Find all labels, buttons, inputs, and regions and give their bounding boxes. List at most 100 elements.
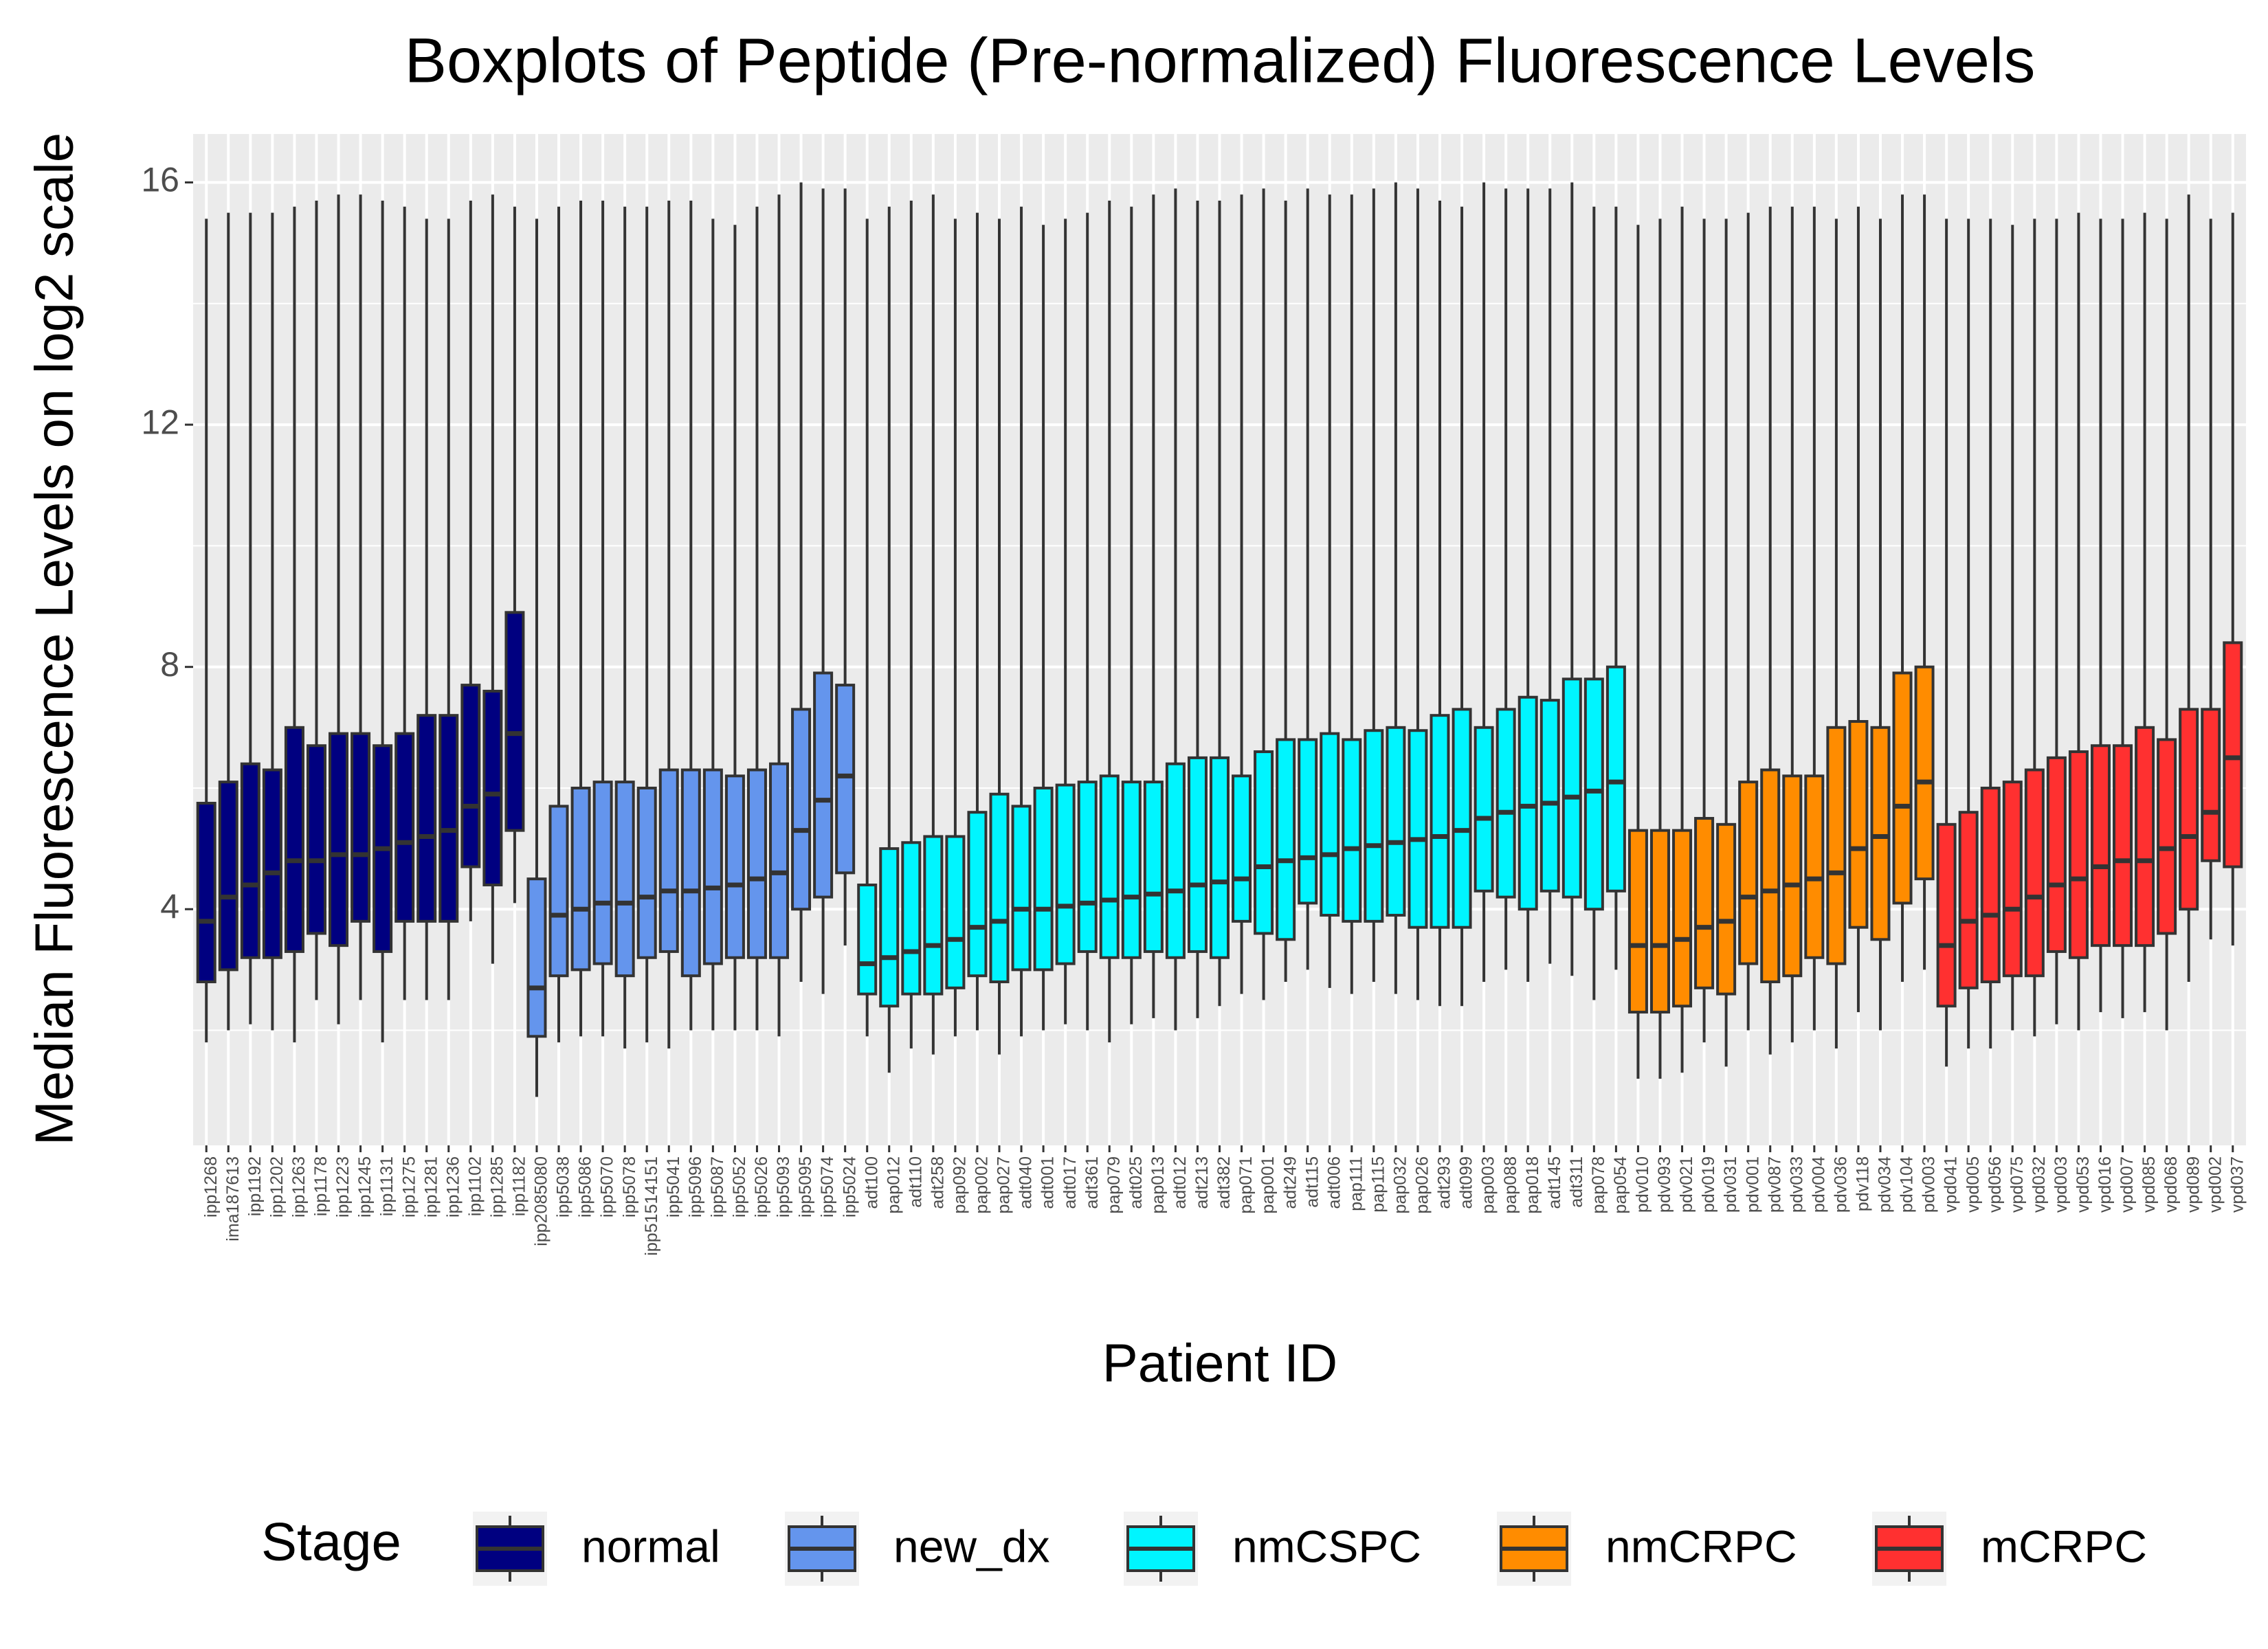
box-group [945, 218, 966, 1037]
box-group [746, 206, 767, 1031]
box [1517, 695, 1538, 911]
x-tick-label: vpd003 [2052, 1156, 2071, 1213]
x-tick-label: adt012 [1170, 1156, 1190, 1209]
box-group [504, 206, 525, 904]
box [2113, 744, 2133, 947]
x-tick-label: vpd005 [1964, 1156, 1983, 1213]
box [658, 768, 679, 953]
box-group [1936, 218, 1957, 1067]
box-group [592, 200, 613, 1037]
box-group [1539, 188, 1560, 964]
box-group [791, 182, 812, 983]
box [791, 708, 812, 911]
box [1649, 829, 1670, 1014]
box [1077, 781, 1098, 953]
x-tick-label: pap078 [1589, 1156, 1608, 1213]
legend-label: mCRPC [1981, 1521, 2147, 1571]
y-tick-label: 4 [160, 887, 179, 926]
box-group [1364, 188, 1384, 983]
box-group [1187, 200, 1208, 1018]
box [1980, 786, 2001, 984]
x-tick-label: vpd041 [1942, 1156, 1961, 1213]
x-tick-label: ipp1202 [267, 1156, 287, 1218]
x-tick-label: ipp5095 [796, 1156, 815, 1218]
x-tick-label: pdv033 [1787, 1156, 1806, 1213]
x-tick-label: pap027 [994, 1156, 1014, 1213]
x-tick-label: ipp2085080 [532, 1156, 551, 1246]
box [394, 732, 415, 923]
box-group [1232, 194, 1252, 994]
box-group [2157, 218, 2177, 1031]
x-tick-label: ipp1178 [311, 1156, 331, 1216]
box-group [240, 212, 260, 1024]
x-tick-label: adt249 [1280, 1156, 1300, 1209]
x-tick-label: vpd032 [2030, 1156, 2049, 1213]
box-group [2201, 218, 2221, 940]
x-tick-label: vpd085 [2139, 1156, 2159, 1213]
y-tick-label: 12 [141, 403, 179, 441]
box [813, 671, 834, 899]
box-group [1694, 218, 1715, 1043]
box [1627, 829, 1648, 1014]
box [526, 877, 547, 1038]
box [592, 781, 613, 965]
x-tick-label: ipp5074 [818, 1156, 837, 1218]
box [1782, 774, 1803, 978]
x-tick-label: pdv034 [1876, 1156, 1895, 1213]
x-tick-label: pdv001 [1743, 1156, 1762, 1213]
box [1539, 699, 1560, 893]
box [1672, 829, 1693, 1008]
box-group [1254, 188, 1274, 1000]
box-group [1649, 218, 1670, 1079]
box [2002, 781, 2023, 978]
box-group [1583, 206, 1604, 1000]
x-tick-label: adt110 [906, 1156, 925, 1208]
box [1738, 781, 1759, 965]
x-tick-label: ipp5070 [598, 1156, 617, 1218]
box [2201, 708, 2221, 862]
box-group [702, 218, 723, 1031]
box-group [967, 212, 988, 1031]
box [636, 786, 657, 959]
box [1870, 726, 1891, 941]
box-group [570, 200, 591, 1037]
x-tick-label: pap003 [1479, 1156, 1498, 1213]
box [945, 835, 966, 989]
box [1055, 783, 1076, 965]
y-tick-label: 16 [141, 161, 179, 199]
x-tick-label: pdv003 [1920, 1156, 1939, 1213]
box [1496, 708, 1516, 899]
box [2157, 738, 2177, 935]
box [284, 726, 304, 953]
x-axis-title: Patient ID [1102, 1333, 1338, 1393]
box-group [835, 188, 856, 946]
box-group [1561, 182, 1582, 976]
box [196, 801, 216, 984]
box [1826, 726, 1847, 965]
x-tick-label: ipp1285 [487, 1156, 507, 1218]
box [1474, 726, 1494, 893]
x-tick-label: pap054 [1611, 1156, 1630, 1214]
legend-label: nmCSPC [1232, 1521, 1421, 1571]
chart-title: Boxplots of Peptide (Pre-normalized) Flu… [405, 25, 2036, 96]
x-tick-label: ipp1102 [465, 1156, 485, 1216]
box-group [1452, 206, 1472, 1007]
box-group [1672, 206, 1693, 1073]
box-group [857, 218, 878, 1037]
x-tick-label: pdv031 [1721, 1156, 1740, 1213]
box-group [482, 194, 503, 964]
box-group [1121, 206, 1142, 1024]
box-group [2113, 218, 2133, 1018]
box [1121, 781, 1142, 959]
box-group [196, 218, 216, 1043]
x-tick-label: adt006 [1324, 1156, 1344, 1209]
x-tick-label: pap071 [1236, 1156, 1256, 1213]
box-group [548, 206, 569, 1043]
box-group [1605, 206, 1626, 970]
box [1165, 762, 1186, 959]
box [1386, 726, 1406, 917]
x-tick-label: ipp5038 [554, 1156, 573, 1218]
box [857, 883, 878, 996]
box [2135, 726, 2155, 947]
box [504, 611, 525, 832]
